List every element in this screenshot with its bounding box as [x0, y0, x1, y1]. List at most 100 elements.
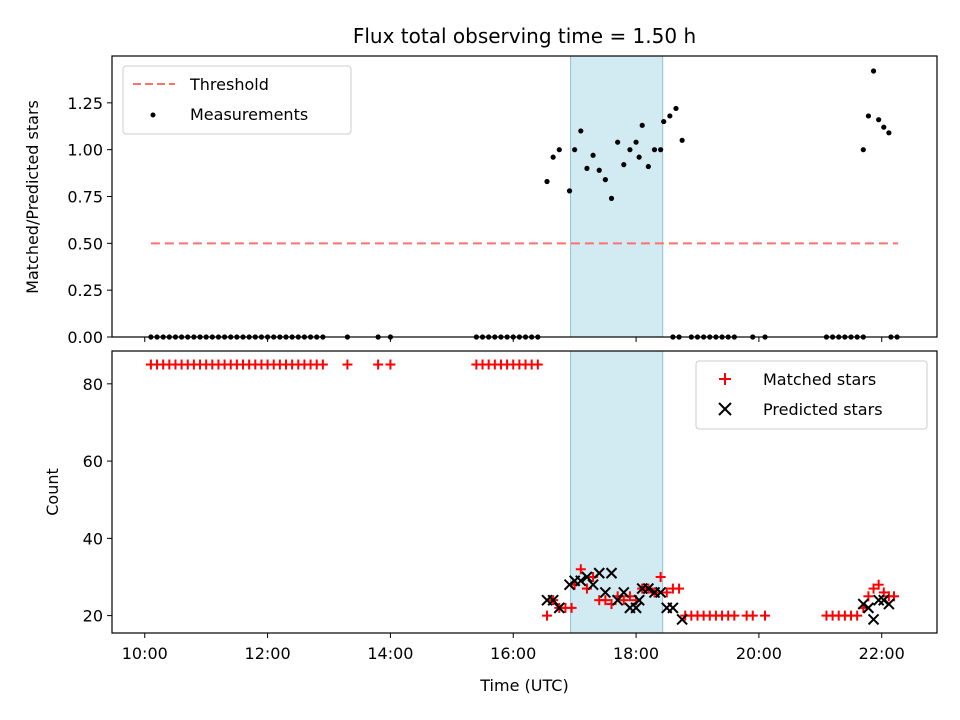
predicted-star-marker: [676, 613, 688, 626]
predicted-star-marker: [581, 571, 593, 583]
matched-star-marker: [618, 595, 629, 606]
measurement-point: [615, 139, 621, 145]
measurement-point: [556, 147, 562, 153]
measurement-point: [578, 128, 584, 134]
matched-star-marker: [674, 583, 685, 594]
predicted-star-marker: [872, 594, 885, 606]
bottom-shaded-span: [570, 350, 664, 634]
matched-star-marker: [532, 359, 543, 370]
predicted-star-marker: [862, 602, 875, 614]
measurement-point: [667, 113, 673, 119]
predicted-star-marker: [575, 575, 587, 587]
bottom-axes-frame: [111, 350, 938, 634]
measurement-point: [627, 147, 633, 153]
measurement-point: [658, 147, 664, 153]
y-tick-label: 80: [83, 375, 103, 394]
y-tick-label: 0.50: [67, 234, 103, 253]
matched-star-marker: [868, 583, 879, 594]
measurement-point: [621, 162, 627, 168]
matched-star-marker: [873, 579, 884, 590]
measurement-point: [661, 118, 667, 125]
measurement-point: [870, 68, 877, 74]
predicted-star-marker: [883, 598, 895, 610]
x-tick-label: 22:00: [859, 644, 905, 663]
predicted-star-marker: [605, 567, 618, 579]
x-tick-label: 16:00: [490, 644, 536, 663]
measurement-point: [876, 117, 882, 123]
measurement-point: [636, 154, 642, 160]
measurement-point: [590, 152, 596, 158]
top-panel: 0.00 0.25 0.50 0.75 1.00 1.25 Flux total obse…: [23, 24, 938, 347]
matched-star-marker: [385, 359, 396, 370]
top-y-axis-label: Matched/Predicted stars: [23, 100, 42, 294]
matched-star-marker: [729, 610, 740, 621]
measurement-point: [639, 122, 645, 128]
predicted-star-marker: [587, 579, 599, 591]
measurement-point: [651, 147, 658, 153]
predicted-star-marker: [599, 586, 612, 599]
y-tick-label: 40: [83, 529, 103, 548]
matched-star-marker: [566, 602, 577, 613]
measurement-point: [633, 139, 639, 145]
matched-star-marker: [317, 359, 328, 370]
bottom-x-axis-label: Time (UTC): [479, 676, 568, 695]
bottom-matched-stars: [145, 359, 900, 621]
bottom-panel: 20 40 60 80 10:00 12:00 14:00 16:00 18:00 20:00 2…: [43, 350, 938, 695]
predicted-star-marker: [630, 602, 642, 614]
matched-star-marker: [542, 610, 553, 621]
legend-predicted-swatch: [718, 402, 732, 416]
measurement-point: [860, 147, 866, 153]
matched-star-marker: [852, 610, 863, 621]
predicted-star-marker: [547, 594, 559, 606]
predicted-star-marker: [618, 586, 630, 599]
bottom-y-axis-label: Count: [43, 468, 62, 516]
top-x-ticks: [144, 337, 883, 342]
measurement-point: [886, 130, 892, 136]
x-tick-label: 14:00: [367, 644, 413, 663]
y-tick-label: 1.00: [67, 141, 103, 160]
measurement-point: [881, 124, 887, 130]
top-y-ticks: 0.00 0.25 0.50 0.75 1.00 1.25: [67, 94, 112, 347]
predicted-star-marker: [593, 567, 605, 579]
measurement-point: [679, 137, 685, 143]
measurement-point: [602, 177, 608, 183]
measurement-point: [865, 113, 872, 119]
measurement-point: [584, 165, 590, 171]
matched-star-marker: [373, 359, 384, 370]
predicted-star-marker: [654, 586, 667, 599]
legend-predicted-label: Predicted stars: [763, 400, 883, 419]
x-tick-label: 18:00: [613, 644, 659, 663]
y-tick-label: 60: [83, 452, 103, 471]
measurement-point: [572, 147, 578, 153]
measurement-point: [550, 154, 556, 160]
top-shaded-span: [570, 55, 664, 338]
measurement-point: [596, 167, 602, 173]
matched-star-marker: [600, 595, 611, 606]
x-tick-label: 12:00: [245, 644, 291, 663]
x-tick-label: 10:00: [122, 644, 168, 663]
top-legend: Threshold Measurements: [122, 65, 352, 135]
measurement-point: [566, 188, 573, 194]
y-tick-label: 0.00: [67, 328, 103, 347]
predicted-star-marker: [667, 602, 679, 614]
legend-matched-label: Matched stars: [763, 370, 876, 389]
bottom-predicted-stars: [541, 567, 895, 626]
predicted-star-marker: [867, 613, 880, 626]
matched-star-marker: [760, 610, 771, 621]
legend-measurements-swatch: [150, 112, 156, 118]
measurement-point: [673, 105, 679, 112]
bottom-legend-box: [695, 360, 928, 430]
matched-star-marker: [747, 610, 758, 621]
bottom-legend: Matched stars Predicted stars: [695, 360, 928, 430]
legend-measurements-label: Measurements: [190, 105, 308, 124]
predicted-star-marker: [633, 594, 645, 606]
y-tick-label: 1.25: [67, 94, 103, 113]
top-legend-box: [122, 65, 352, 135]
y-tick-label: 0.75: [67, 188, 103, 207]
predicted-star-marker: [611, 594, 624, 606]
measurement-point: [645, 163, 651, 170]
measurement-point: [544, 178, 550, 185]
x-tick-label: 20:00: [736, 644, 782, 663]
matched-star-marker: [342, 359, 353, 370]
